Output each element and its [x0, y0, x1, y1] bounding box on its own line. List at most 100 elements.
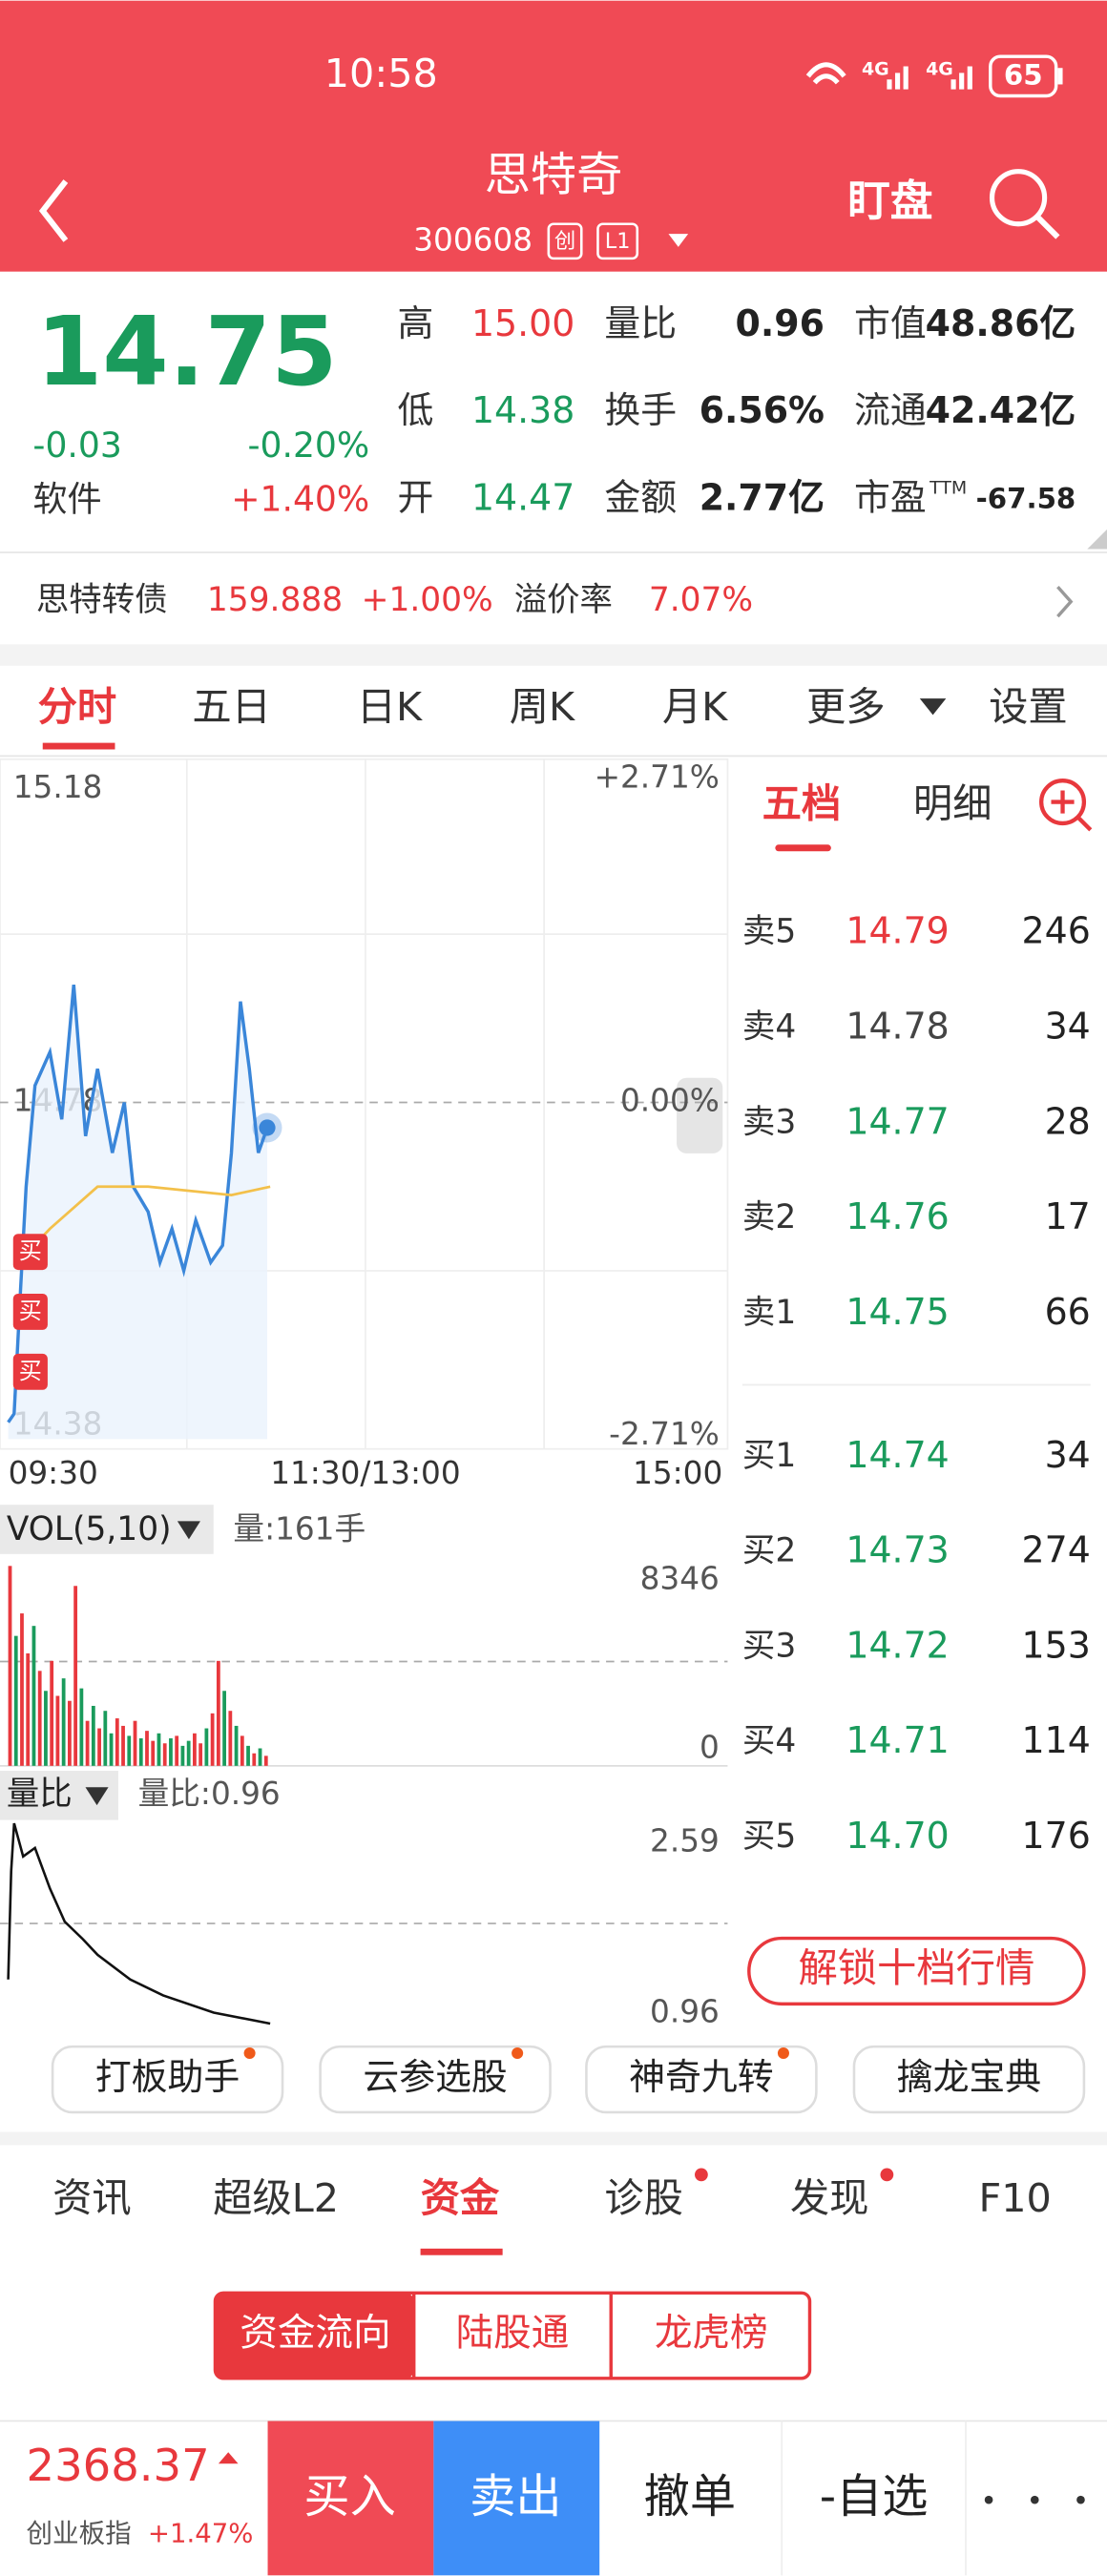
unlock-button[interactable]: [747, 1936, 1086, 2006]
chart-tab[interactable]: 设置: [989, 684, 1068, 730]
book-label: 卖1: [742, 1294, 796, 1332]
info-tab[interactable]: 发现: [790, 2175, 869, 2221]
sell-button-bg[interactable]: [433, 2420, 600, 2576]
price-frame: [0, 758, 729, 1450]
book-volume: 17: [1045, 1195, 1091, 1237]
stat-value: 14.47: [471, 476, 574, 518]
volume-bar: [180, 1745, 185, 1766]
expand-handle[interactable]: [677, 1077, 723, 1153]
volume-bar: [73, 1586, 78, 1766]
fund-tab[interactable]: 龙虎榜: [655, 2312, 768, 2356]
stock-code: 300608: [413, 222, 533, 259]
status-time: 10:58: [324, 51, 438, 96]
network-label: 4G: [862, 58, 889, 79]
stat-label-sup: TTM: [929, 477, 967, 498]
chart-tab[interactable]: 日K: [357, 684, 423, 730]
book-tab[interactable]: 五档: [762, 781, 842, 827]
book-label: 买2: [742, 1532, 796, 1570]
book-price: 14.77: [846, 1100, 949, 1142]
trade-marker-label: 买: [19, 1358, 42, 1384]
tool-button[interactable]: [852, 2045, 1086, 2114]
tool-label[interactable]: 擒龙宝典: [897, 2056, 1041, 2098]
zoom-icon[interactable]: [1039, 779, 1093, 832]
premium-label: 溢价率: [514, 581, 613, 619]
volume-bar: [169, 1738, 173, 1766]
info-tab[interactable]: 超级L2: [213, 2175, 339, 2221]
book-label: 卖4: [742, 1008, 796, 1047]
volume-bar: [133, 1720, 137, 1766]
stat-label: 换手: [604, 389, 677, 431]
indicator-title[interactable]: VOL(5,10): [7, 1510, 172, 1548]
chart-tab[interactable]: 周K: [510, 684, 575, 730]
info-tab[interactable]: 诊股: [604, 2175, 683, 2221]
stat-label: 市盈: [854, 476, 927, 518]
more-button[interactable]: [984, 2495, 1085, 2504]
book-volume: 176: [1022, 1815, 1091, 1857]
book-volume: 28: [1045, 1100, 1091, 1142]
chevron[interactable]: [1056, 585, 1074, 618]
chart-tab[interactable]: 分时: [38, 684, 117, 730]
tool-button[interactable]: [51, 2045, 284, 2114]
indicator-title[interactable]: 量比: [7, 1775, 73, 1813]
buy-button-bg[interactable]: [267, 2420, 434, 2576]
chart-tab[interactable]: 更多: [806, 684, 886, 730]
dropdown-icon[interactable]: [177, 1521, 200, 1540]
search-button[interactable]: [989, 169, 1060, 239]
book-price: 14.71: [846, 1719, 949, 1761]
book-price: 14.73: [846, 1529, 949, 1571]
tool-button[interactable]: [319, 2045, 552, 2114]
action-button[interactable]: 买入: [303, 2470, 395, 2524]
stat-value: 0.96: [736, 302, 825, 344]
dropdown-icon[interactable]: [85, 1787, 109, 1806]
book-tab[interactable]: 明细: [913, 781, 992, 827]
info-tab[interactable]: F10: [978, 2175, 1051, 2221]
info-tab[interactable]: 资金: [421, 2175, 500, 2221]
dropdown-icon[interactable]: [668, 234, 689, 247]
sector-change: +1.40%: [231, 479, 369, 520]
volume-bar: [193, 1733, 197, 1766]
network-label: 4G: [926, 58, 953, 79]
volume-bar: [91, 1705, 95, 1766]
stat-value: 14.38: [471, 389, 574, 431]
watch-button[interactable]: 盯盘: [847, 176, 932, 226]
y2-tick-label: -2.71%: [609, 1416, 720, 1452]
ratio-line: [7, 1822, 271, 2025]
volume-bar: [145, 1731, 149, 1766]
volume-bar: [228, 1711, 233, 1766]
book-price: 14.78: [846, 1006, 949, 1048]
chart-tab[interactable]: 月K: [662, 684, 728, 730]
book-label: 卖5: [742, 913, 796, 951]
tool-button[interactable]: [585, 2045, 818, 2114]
unlock-label[interactable]: 解锁十档行情: [798, 1945, 1034, 1991]
indicator-info: 量:161手: [233, 1511, 366, 1548]
price-area: [8, 985, 268, 1440]
y2-tick-label: 0.00%: [620, 1083, 720, 1119]
index-name: 创业板指: [27, 2518, 132, 2548]
tool-label[interactable]: 打板助手: [95, 2056, 240, 2098]
action-button[interactable]: 卖出: [470, 2470, 561, 2524]
fund-tab[interactable]: 资金流向: [240, 2312, 390, 2356]
volume-bar: [109, 1733, 114, 1766]
y-tick-label: 0: [700, 1730, 720, 1766]
volume-bar: [37, 1671, 42, 1766]
fund-tab[interactable]: 陆股通: [456, 2312, 570, 2356]
book-volume: 34: [1045, 1434, 1091, 1476]
volume-bar: [26, 1652, 31, 1766]
volume-bar: [198, 1743, 203, 1766]
action-button[interactable]: -自选: [820, 2470, 929, 2524]
back-button[interactable]: [38, 179, 69, 242]
bond-name: 思特转债: [36, 581, 168, 619]
info-tab[interactable]: 资讯: [52, 2175, 132, 2221]
chart-tab[interactable]: 五日: [192, 684, 271, 730]
y-tick-label: 2.59: [650, 1823, 720, 1859]
dropdown-icon[interactable]: [919, 698, 947, 716]
volume-bar: [121, 1725, 125, 1766]
tool-label[interactable]: 神奇九转: [629, 2056, 773, 2098]
action-button[interactable]: 撤单: [644, 2470, 736, 2524]
y-tick-label: 0.96: [650, 1994, 720, 2030]
volume-bar: [103, 1711, 108, 1766]
up-arrow: [218, 2452, 239, 2464]
volume-bar: [258, 1748, 262, 1766]
tool-label[interactable]: 云参选股: [363, 2056, 507, 2098]
